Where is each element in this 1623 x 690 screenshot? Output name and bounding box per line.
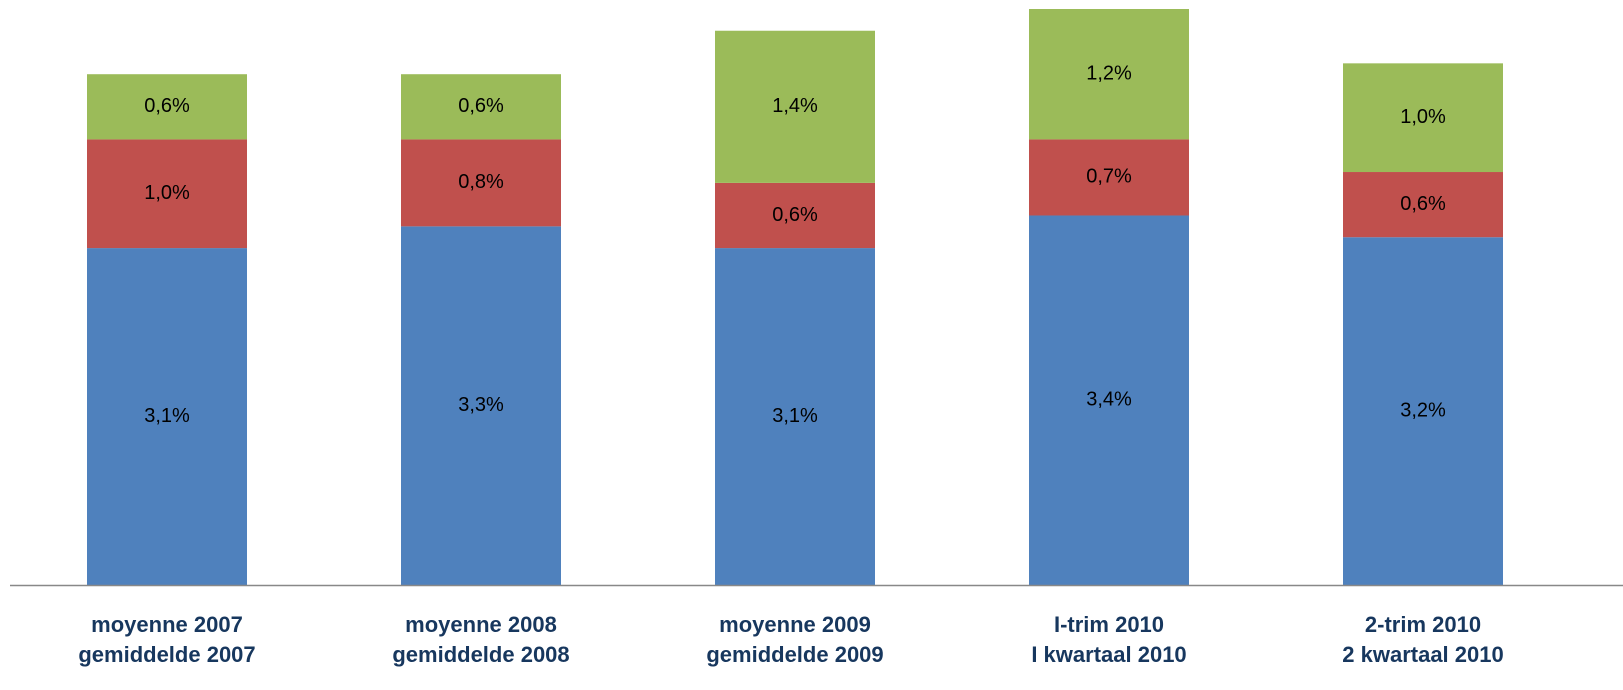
- value-label: 0,7%: [1086, 166, 1132, 188]
- x-tick-label: moyenne 2007: [91, 612, 243, 637]
- value-label: 1,0%: [144, 182, 190, 204]
- value-label: 3,1%: [144, 405, 190, 427]
- bar-segment: [715, 30, 875, 183]
- bar-segment: [1343, 237, 1503, 585]
- bar-segment: [401, 74, 561, 140]
- value-label: 0,6%: [144, 95, 190, 117]
- value-label: 0,6%: [458, 95, 504, 117]
- value-label: 1,4%: [772, 95, 818, 117]
- bar-segment: [401, 226, 561, 585]
- x-tick-label: gemiddelde 2009: [706, 642, 883, 667]
- value-label: 3,2%: [1400, 399, 1446, 421]
- value-label: 3,4%: [1086, 389, 1132, 411]
- bar-segment: [715, 248, 875, 585]
- x-tick-label: 2-trim 2010: [1365, 612, 1481, 637]
- x-tick-label: I-trim 2010: [1054, 612, 1164, 637]
- x-tick-label: moyenne 2009: [719, 612, 871, 637]
- bar-segment: [1343, 63, 1503, 173]
- bar-segment: [401, 139, 561, 227]
- value-label: 1,2%: [1086, 62, 1132, 84]
- bar-segment: [87, 248, 247, 585]
- bar-segment: [1029, 139, 1189, 216]
- value-label: 3,3%: [458, 394, 504, 416]
- x-tick-label: moyenne 2008: [405, 612, 557, 637]
- bar-segment: [1029, 215, 1189, 585]
- x-tick-label: I kwartaal 2010: [1031, 642, 1186, 667]
- x-tick-label: gemiddelde 2007: [78, 642, 255, 667]
- bar-segment: [87, 74, 247, 140]
- value-label: 0,6%: [772, 204, 818, 226]
- value-label: 3,1%: [772, 405, 818, 427]
- bar-segment: [1343, 172, 1503, 238]
- bar-segment: [1029, 9, 1189, 140]
- bar-segment: [715, 182, 875, 249]
- x-tick-label: gemiddelde 2008: [392, 642, 569, 667]
- bar-segment: [87, 139, 247, 249]
- value-label: 1,0%: [1400, 106, 1446, 128]
- value-label: 0,8%: [458, 171, 504, 193]
- value-label: 0,6%: [1400, 193, 1446, 215]
- x-tick-label: 2 kwartaal 2010: [1342, 642, 1503, 667]
